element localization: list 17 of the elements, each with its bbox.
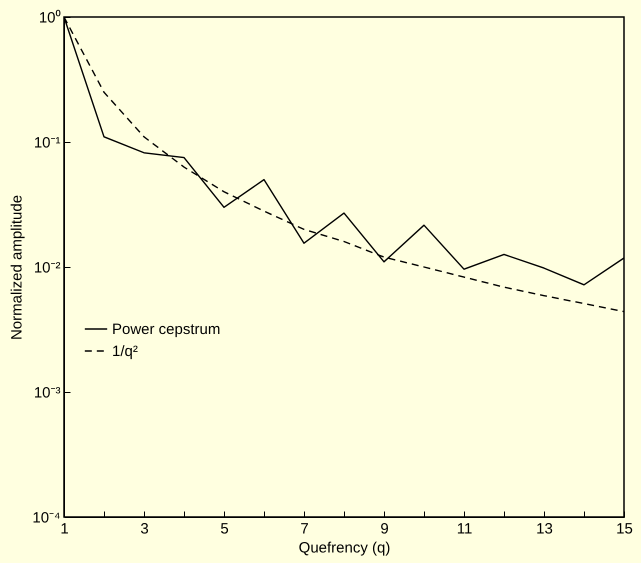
x-tick-label: 5 — [220, 520, 229, 538]
x-tick-label: 13 — [536, 520, 553, 538]
x-tick-label: 1 — [60, 520, 69, 538]
x-tick-label: 9 — [380, 520, 389, 538]
x-tick-label: 11 — [456, 520, 472, 538]
legend-label: 1/q² — [112, 343, 138, 360]
y-tick-label: 10⁰ — [38, 10, 60, 26]
x-axis-title: Quefrency (q) — [298, 540, 390, 556]
x-tick-label: 3 — [140, 520, 149, 538]
x-tick-label: 7 — [300, 520, 309, 538]
y-axis-title: Normalized amplitude — [8, 194, 26, 340]
legend-label: Power cepstrum — [112, 321, 220, 338]
y-tick-label: 10⁻¹ — [34, 134, 60, 152]
y-tick-label: 10⁻⁴ — [32, 510, 60, 526]
y-tick-label: 10⁻² — [34, 260, 60, 276]
x-tick-label: 15 — [616, 520, 633, 538]
y-tick-label: 10⁻³ — [34, 384, 60, 402]
